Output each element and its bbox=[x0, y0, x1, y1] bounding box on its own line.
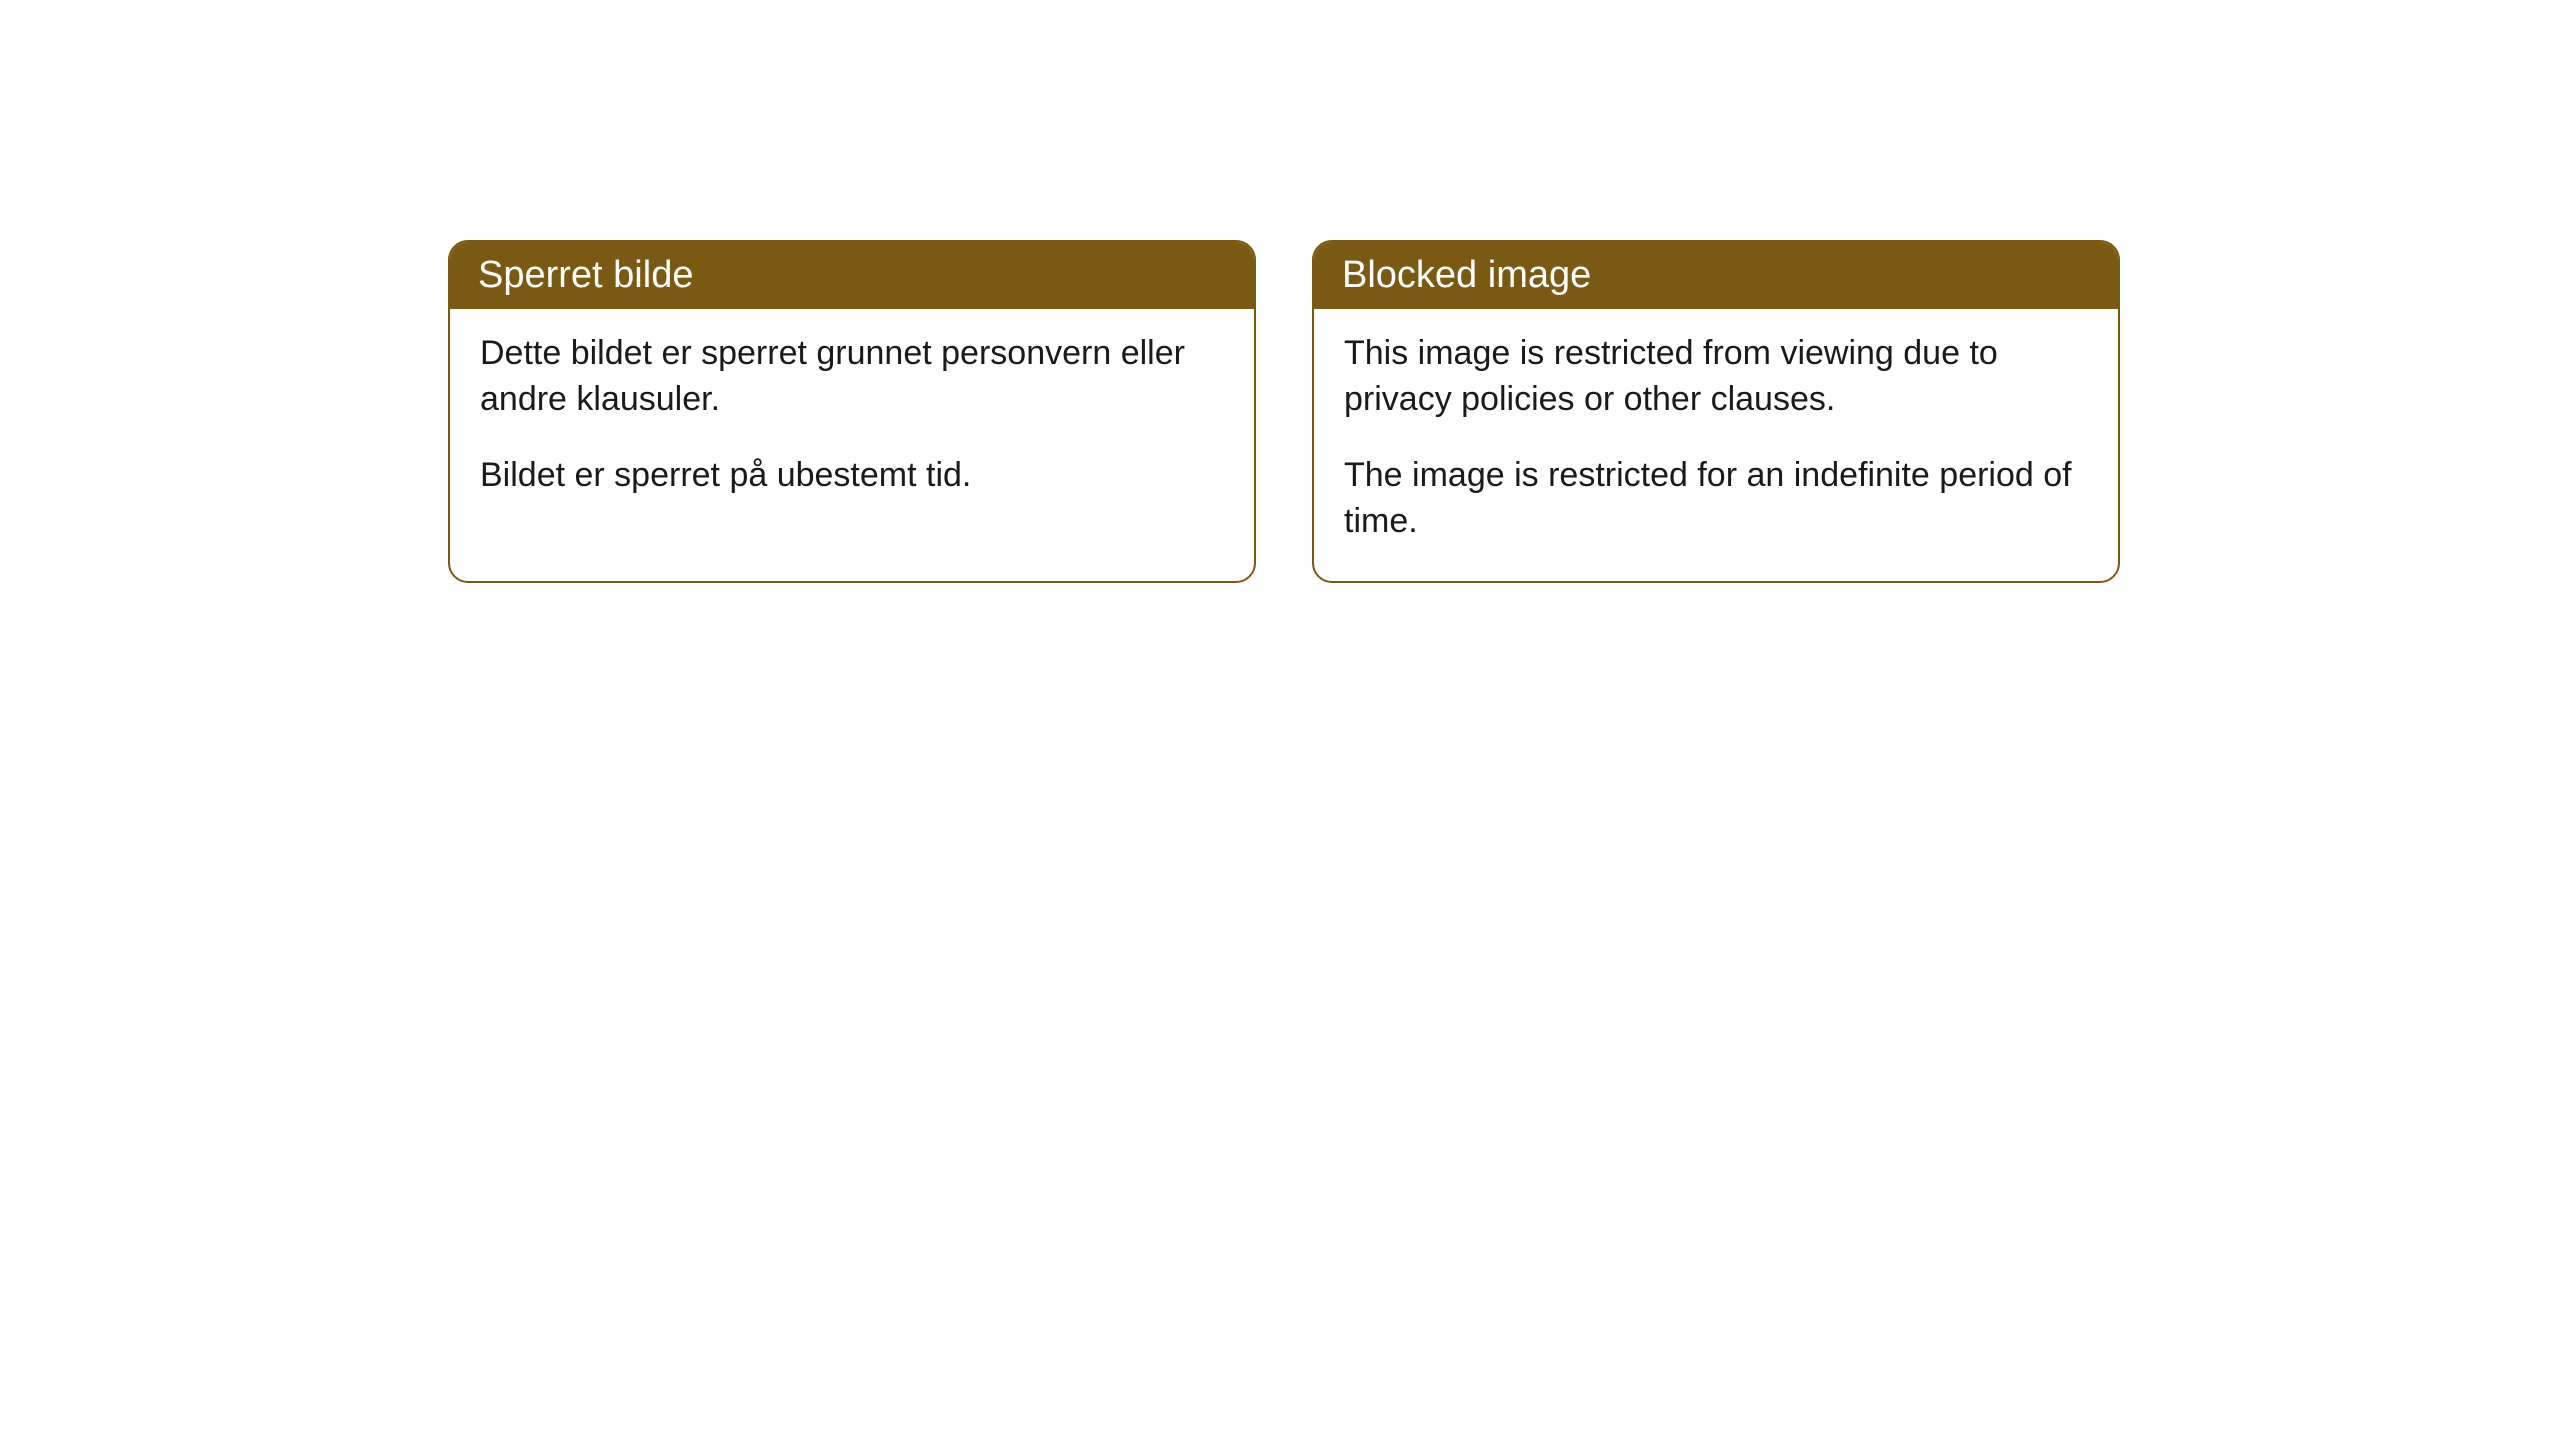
card-paragraph-en-2: The image is restricted for an indefinit… bbox=[1344, 453, 2088, 545]
card-title-en: Blocked image bbox=[1342, 254, 1591, 296]
card-header-en: Blocked image bbox=[1314, 242, 2118, 309]
card-paragraph-no-1: Dette bildet er sperret grunnet personve… bbox=[480, 331, 1224, 423]
card-body-no: Dette bildet er sperret grunnet personve… bbox=[450, 309, 1254, 535]
notice-cards-container: Sperret bilde Dette bildet er sperret gr… bbox=[448, 240, 2120, 583]
card-paragraph-no-2: Bildet er sperret på ubestemt tid. bbox=[480, 453, 1224, 499]
blocked-image-card-en: Blocked image This image is restricted f… bbox=[1312, 240, 2120, 583]
blocked-image-card-no: Sperret bilde Dette bildet er sperret gr… bbox=[448, 240, 1256, 583]
card-header-no: Sperret bilde bbox=[450, 242, 1254, 309]
card-body-en: This image is restricted from viewing du… bbox=[1314, 309, 2118, 581]
card-title-no: Sperret bilde bbox=[478, 254, 693, 296]
card-paragraph-en-1: This image is restricted from viewing du… bbox=[1344, 331, 2088, 423]
